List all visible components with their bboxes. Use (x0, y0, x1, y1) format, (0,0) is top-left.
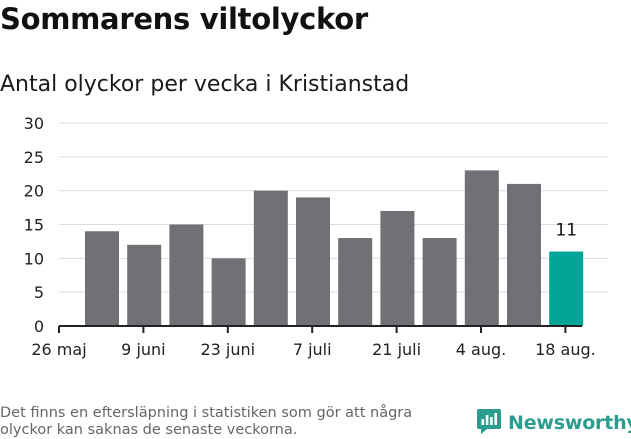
bar (169, 224, 204, 326)
bar-chart: 0 5 10 15 20 25 30 26 maj 9 juni 23 juni 7 juli 21… (24, 114, 608, 359)
bar (464, 170, 499, 326)
x-tick-label: 26 maj (31, 340, 86, 359)
data-label: 11 (555, 221, 577, 241)
bar (422, 238, 457, 326)
y-tick-label: 0 (34, 317, 44, 336)
x-tick-label: 4 aug. (456, 340, 506, 359)
data-labels: 11 (555, 221, 577, 241)
chart-title: Sommarens viltolyckor (0, 2, 368, 36)
y-tick-label: 15 (24, 216, 44, 235)
y-tick-label: 25 (24, 148, 44, 167)
bar (127, 244, 162, 326)
bar (211, 258, 246, 326)
x-tick-label: 7 juli (293, 340, 332, 359)
brand-name: Newsworthy (508, 412, 631, 434)
bar (85, 231, 119, 326)
bar (507, 183, 541, 326)
x-tick-label: 21 juli (372, 340, 421, 359)
x-tick-label: 9 juni (121, 340, 165, 359)
x-tick-label: 23 juni (200, 340, 255, 359)
bar (380, 210, 415, 326)
chart-subtitle: Antal olyckor per vecka i Kristianstad (0, 72, 410, 97)
bars (85, 170, 584, 326)
bar (338, 238, 373, 326)
y-axis-ticks: 0 5 10 15 20 25 30 (24, 114, 44, 336)
bar-highlight (549, 251, 584, 326)
y-tick-label: 10 (24, 249, 44, 268)
brand[interactable]: Newsworthy (476, 409, 631, 437)
y-tick-label: 30 (24, 114, 44, 133)
x-tick-label: 18 aug. (535, 340, 596, 359)
newsworthy-logo-icon (476, 408, 502, 438)
y-tick-label: 20 (24, 182, 44, 201)
y-tick-label: 5 (34, 283, 44, 302)
footnote: Det finns en eftersläpning i statistiken… (0, 405, 413, 438)
bar (253, 190, 288, 326)
x-axis-ticks: 26 maj 9 juni 23 juni 7 juli 21 juli 4 aug. 18… (31, 326, 596, 359)
bar (296, 197, 330, 326)
